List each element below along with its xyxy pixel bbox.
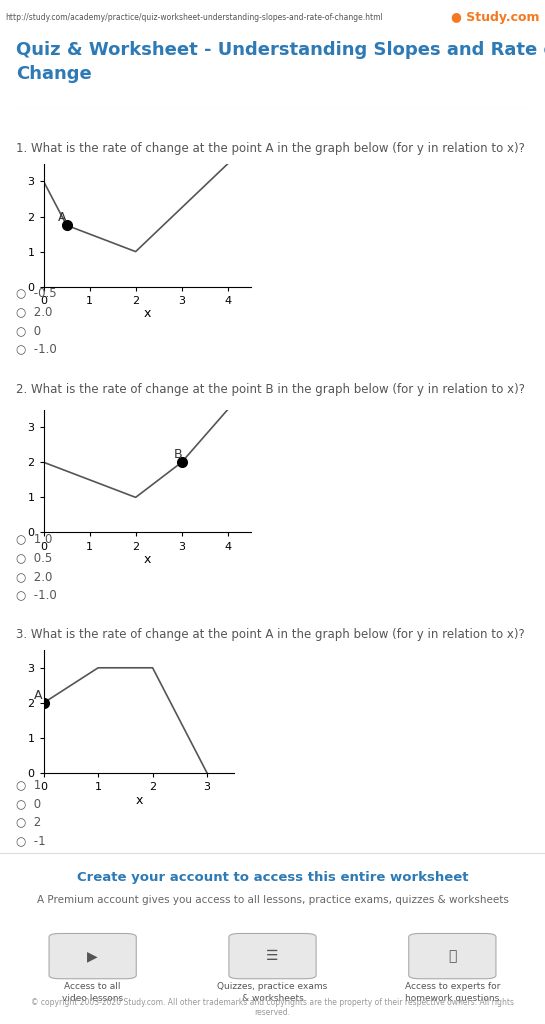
Text: 1. What is the rate of change at the point A in the graph below (for y in relati: 1. What is the rate of change at the poi… [16,142,525,155]
Text: 💬: 💬 [448,949,457,964]
Text: ○  2: ○ 2 [16,815,41,828]
Text: ☰: ☰ [267,949,278,964]
Text: ○  -1.0: ○ -1.0 [16,589,57,601]
Text: ○  0: ○ 0 [16,797,41,810]
Text: © copyright 2003-2020 Study.com. All other trademarks and copyrights are the pro: © copyright 2003-2020 Study.com. All oth… [31,997,514,1017]
Text: ○  -1.0: ○ -1.0 [16,343,57,355]
Text: Access to all
video lessons: Access to all video lessons [62,982,123,1004]
Text: A Premium account gives you access to all lessons, practice exams, quizzes & wor: A Premium account gives you access to al… [37,895,508,905]
X-axis label: x: x [143,553,151,566]
Text: ○  -0.5: ○ -0.5 [16,287,57,300]
Text: Access to experts for
homework questions: Access to experts for homework questions [404,982,500,1004]
Text: ○  0.5: ○ 0.5 [16,551,53,564]
Text: ○  2.0: ○ 2.0 [16,305,53,318]
FancyBboxPatch shape [409,934,496,979]
FancyBboxPatch shape [229,934,316,979]
Text: 2. What is the rate of change at the point B in the graph below (for y in relati: 2. What is the rate of change at the poi… [16,383,525,395]
FancyBboxPatch shape [49,934,136,979]
Text: A: A [34,689,43,701]
Text: ○  1: ○ 1 [16,778,41,792]
Text: Create your account to access this entire worksheet: Create your account to access this entir… [77,870,468,884]
Text: Quizzes, practice exams
& worksheets: Quizzes, practice exams & worksheets [217,982,328,1004]
X-axis label: x: x [135,794,143,807]
Text: ○  2.0: ○ 2.0 [16,569,53,583]
Text: Quiz & Worksheet - Understanding Slopes and Rate of
Change: Quiz & Worksheet - Understanding Slopes … [16,41,545,83]
Text: ○  1.0: ○ 1.0 [16,532,53,546]
Text: http://study.com/academy/practice/quiz-worksheet-understanding-slopes-and-rate-o: http://study.com/academy/practice/quiz-w… [5,13,383,23]
Text: B: B [173,449,182,461]
Text: 3. What is the rate of change at the point A in the graph below (for y in relati: 3. What is the rate of change at the poi… [16,629,525,641]
X-axis label: x: x [143,307,151,321]
Text: A: A [58,211,67,224]
Text: ▶: ▶ [87,949,98,964]
Text: ○  -1: ○ -1 [16,835,46,847]
Text: ● Study.com: ● Study.com [451,11,540,25]
Text: ○  0: ○ 0 [16,324,41,337]
